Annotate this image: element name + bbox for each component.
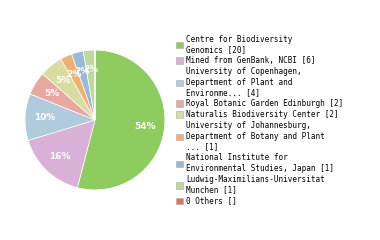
Wedge shape [72, 51, 95, 120]
Wedge shape [61, 54, 95, 120]
Text: 2%: 2% [75, 67, 90, 76]
Wedge shape [28, 120, 95, 188]
Wedge shape [78, 50, 165, 190]
Legend: Centre for Biodiversity
Genomics [20], Mined from GenBank, NCBI [6], University : Centre for Biodiversity Genomics [20], M… [176, 35, 344, 205]
Text: 2%: 2% [66, 70, 82, 79]
Wedge shape [43, 59, 95, 120]
Text: 2%: 2% [83, 65, 98, 74]
Text: 10%: 10% [34, 113, 55, 122]
Wedge shape [25, 94, 95, 140]
Text: 5%: 5% [56, 76, 71, 85]
Text: 54%: 54% [134, 122, 156, 131]
Text: 16%: 16% [49, 152, 71, 161]
Wedge shape [83, 50, 95, 120]
Wedge shape [30, 74, 95, 120]
Text: 5%: 5% [44, 89, 60, 98]
